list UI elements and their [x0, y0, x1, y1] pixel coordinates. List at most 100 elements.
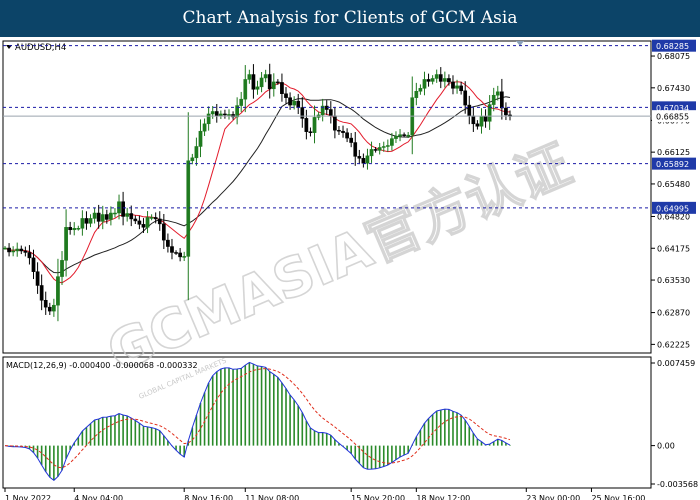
candle-body — [64, 227, 68, 261]
price-tick-label: 0.65480 — [657, 180, 690, 189]
candle-body — [434, 74, 439, 79]
candle — [52, 298, 56, 317]
candle-body — [149, 217, 154, 219]
candle — [312, 105, 317, 144]
candle — [76, 225, 81, 231]
candle — [239, 91, 244, 113]
candle — [235, 97, 239, 125]
candle — [19, 245, 24, 255]
candle-body — [284, 93, 288, 98]
candle-body — [385, 145, 390, 147]
candle-body — [96, 212, 101, 222]
price-tick-label: 0.67430 — [657, 84, 690, 93]
candle — [186, 112, 191, 301]
candle-body — [390, 138, 394, 146]
candle-body — [255, 86, 260, 90]
candle-body — [495, 91, 500, 96]
candle — [438, 67, 443, 89]
candle-body — [394, 135, 398, 139]
candle-body — [426, 79, 431, 82]
watermark-text: GCMASIA官方认证 — [98, 132, 579, 384]
candle-body — [353, 142, 358, 157]
candle — [422, 71, 427, 96]
candle-body — [483, 116, 488, 122]
candle — [64, 209, 68, 277]
candle-body — [182, 256, 187, 258]
candle-body — [56, 276, 60, 306]
candle-body — [223, 113, 227, 116]
candle-body — [312, 117, 317, 133]
candle-body — [406, 134, 411, 137]
candle — [259, 72, 264, 93]
candles — [3, 63, 512, 322]
candle-body — [447, 78, 451, 83]
time-tick-label: 18 Nov 12:00 — [416, 494, 470, 500]
candle — [483, 109, 488, 128]
level-label: 0.65892 — [656, 160, 689, 169]
candle-body — [263, 74, 268, 79]
candle-body — [174, 252, 178, 254]
candle — [214, 103, 219, 123]
candle-body — [267, 74, 272, 90]
level-label: 0.64995 — [656, 204, 689, 213]
candle-body — [137, 220, 142, 225]
candle — [149, 214, 154, 221]
candle-body — [280, 82, 284, 94]
chart-banner-title: Chart Analysis for Clients of GCM Asia — [0, 0, 700, 37]
candle — [471, 106, 476, 132]
candle — [267, 63, 272, 99]
candle-body — [300, 107, 305, 119]
candle — [137, 215, 142, 230]
candle-body — [39, 285, 44, 301]
ma-slow-line — [4, 96, 511, 274]
candle-body — [113, 212, 117, 215]
candle — [43, 291, 48, 315]
candle — [39, 274, 44, 311]
candle — [357, 149, 362, 165]
candle — [418, 84, 423, 95]
candle — [3, 246, 7, 250]
candle-body — [337, 129, 341, 132]
candle-body — [349, 137, 354, 143]
candle-body — [3, 247, 7, 250]
candle — [88, 214, 93, 228]
candle — [109, 206, 113, 226]
candle — [328, 101, 333, 124]
candle — [459, 81, 463, 95]
macd-signal-line — [4, 368, 511, 469]
candle — [377, 142, 382, 155]
candle — [296, 93, 301, 115]
candle — [304, 109, 309, 140]
candle — [365, 148, 370, 170]
candle-body — [243, 79, 248, 100]
candle — [182, 251, 187, 261]
time-tick-label: 15 Nov 20:00 — [351, 494, 405, 500]
candle-body — [202, 123, 207, 132]
level-tag — [652, 157, 696, 170]
candle — [504, 102, 508, 121]
candle-body — [92, 212, 97, 219]
candle — [341, 125, 345, 138]
candle-body — [479, 116, 484, 127]
time-tick-label: 11 Nov 08:00 — [245, 494, 299, 500]
candle — [166, 233, 170, 253]
candle — [198, 119, 203, 158]
candle-body — [451, 81, 455, 89]
candle — [455, 79, 459, 94]
candle-body — [52, 304, 56, 312]
candle — [96, 204, 101, 229]
level-tag — [652, 201, 696, 214]
candle — [206, 106, 211, 131]
candle-body — [463, 90, 468, 106]
price-tick-label: 0.64820 — [657, 212, 690, 221]
candle — [210, 106, 215, 119]
candle-body — [214, 111, 219, 117]
candle-body — [442, 78, 447, 82]
candle — [276, 79, 280, 85]
candle-body — [166, 239, 170, 247]
macd-histogram — [8, 362, 511, 481]
candle — [284, 87, 288, 104]
price-tick-label: 0.62225 — [657, 340, 690, 349]
candle — [145, 211, 150, 234]
candle — [479, 108, 484, 134]
